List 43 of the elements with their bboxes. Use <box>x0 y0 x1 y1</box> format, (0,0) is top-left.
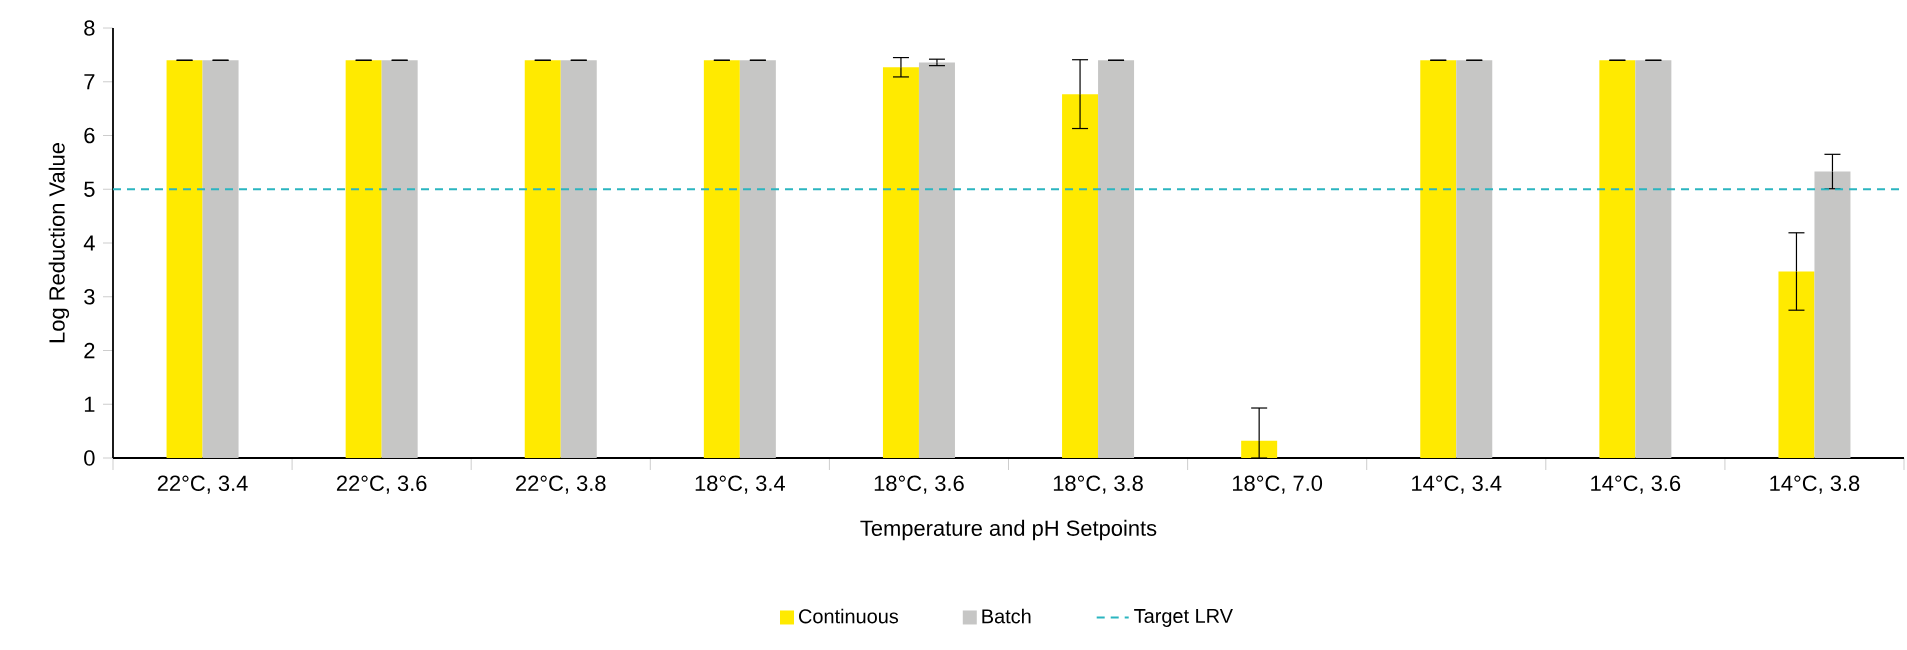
y-tick-label: 0 <box>84 450 95 466</box>
bar <box>345 60 382 458</box>
x-tick-label: 22°C, 3.8 <box>516 475 606 494</box>
legend-label: Target LRV <box>1134 609 1233 627</box>
bar <box>381 60 418 458</box>
bar <box>918 62 955 458</box>
y-tick-label: 7 <box>84 74 95 90</box>
y-tick-label: 3 <box>84 289 95 305</box>
bar <box>1062 94 1099 458</box>
x-tick-label: 22°C, 3.4 <box>157 475 248 494</box>
x-tick-label: 14°C, 3.4 <box>1412 475 1502 494</box>
bar <box>1635 60 1672 458</box>
legend-label: Continuous <box>799 608 899 624</box>
x-axis-title: Temperature and pH Setpoints <box>860 519 1157 541</box>
bar <box>524 60 561 458</box>
bar <box>560 60 597 458</box>
y-tick-label: 5 <box>84 181 95 197</box>
bar <box>1778 271 1815 458</box>
y-tick-label: 4 <box>83 235 95 251</box>
bar <box>703 60 740 458</box>
x-tick-label: 14°C, 3.6 <box>1591 475 1681 494</box>
legend-label: Batch <box>982 608 1031 624</box>
bar <box>739 60 776 458</box>
y-tick-label: 8 <box>84 20 95 36</box>
bar <box>166 60 203 458</box>
bar <box>1420 60 1457 458</box>
y-axis-title: Log Reduction Value <box>48 143 70 343</box>
bar <box>202 60 239 458</box>
x-tick-label: 18°C, 3.8 <box>1053 475 1143 494</box>
bar <box>1241 440 1278 458</box>
x-tick-label: 14°C, 3.8 <box>1770 475 1860 494</box>
x-tick-label: 22°C, 3.6 <box>336 475 427 494</box>
bar <box>882 67 919 458</box>
bar <box>1599 60 1636 458</box>
x-tick-label: 18°C, 7.0 <box>1233 475 1323 494</box>
y-tick-label: 6 <box>84 127 95 144</box>
bar <box>1814 171 1851 458</box>
y-tick-label: 1 <box>84 396 95 412</box>
bar <box>1098 60 1135 458</box>
bar <box>1456 60 1493 458</box>
y-tick-label: 2 <box>84 342 95 359</box>
x-tick-label: 18°C, 3.4 <box>695 475 785 494</box>
x-tick-label: 18°C, 3.6 <box>874 475 964 494</box>
